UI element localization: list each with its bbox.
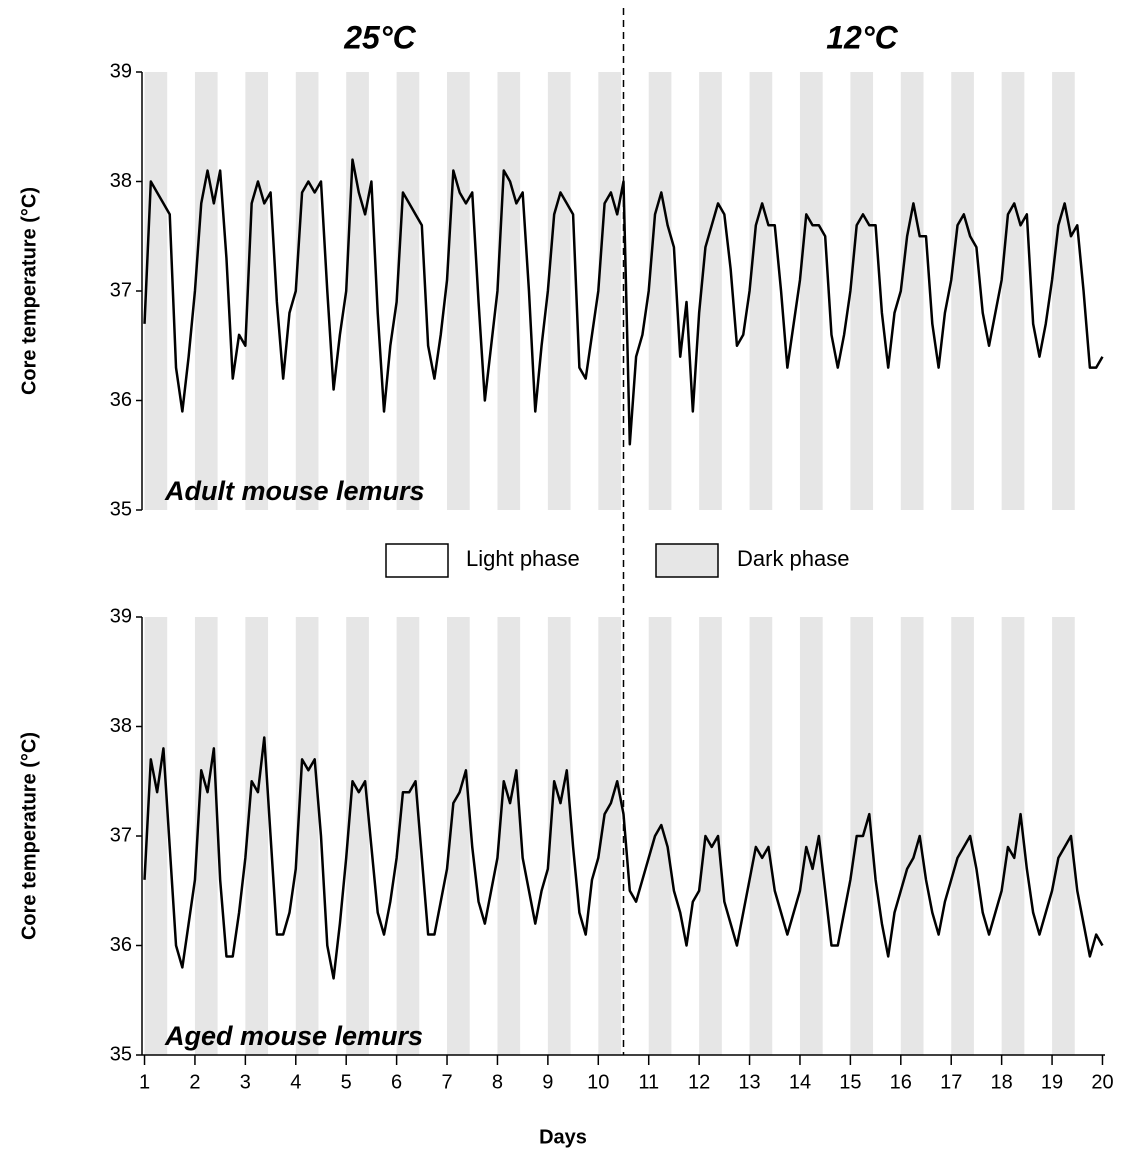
dark-phase-band (346, 617, 369, 1055)
y-tick-label: 39 (110, 605, 132, 627)
dark-phase-band (1052, 72, 1075, 510)
x-tick-label: 6 (391, 1071, 402, 1093)
y-tick-label: 39 (110, 60, 132, 82)
dark-phase-band (497, 72, 521, 510)
dark-phase-band (144, 617, 168, 1055)
legend-label: Light phase (466, 546, 580, 571)
x-tick-label: 19 (1041, 1071, 1063, 1093)
x-tick-label: 4 (290, 1071, 301, 1093)
dark-phase-band (396, 72, 420, 510)
dark-phase-band (951, 72, 974, 510)
y-axis-label: Core temperature (°C) (18, 732, 40, 940)
x-tick-label: 9 (542, 1071, 553, 1093)
dark-phase-band (447, 72, 470, 510)
x-axis-label: Days (539, 1126, 587, 1148)
dark-phase-band (648, 617, 672, 1055)
legend-label: Dark phase (737, 546, 850, 571)
x-tick-label: 20 (1091, 1071, 1113, 1093)
y-tick-label: 38 (110, 715, 132, 737)
y-tick-label: 35 (110, 1043, 132, 1065)
legend-swatch (385, 543, 449, 578)
panel-label: Aged mouse lemurs (164, 1021, 423, 1051)
condition-label: 12°C (826, 19, 898, 55)
x-tick-label: 7 (441, 1071, 452, 1093)
y-tick-label: 37 (110, 279, 132, 301)
legend-swatch (655, 543, 719, 578)
dark-phase-band (598, 617, 621, 1055)
dark-phase-band (900, 617, 924, 1055)
x-tick-label: 10 (587, 1071, 609, 1093)
dark-phase-band (900, 72, 924, 510)
dark-phase-band (799, 617, 823, 1055)
condition-label: 25°C (343, 19, 416, 55)
dark-phase-band (850, 72, 874, 510)
dark-phase-band (295, 617, 319, 1055)
x-tick-label: 8 (492, 1071, 503, 1093)
dark-phase-band (1001, 617, 1025, 1055)
dark-phase-band (598, 72, 621, 510)
dark-phase-band (447, 617, 470, 1055)
y-tick-label: 37 (110, 824, 132, 846)
dark-phase-band (194, 617, 218, 1055)
x-tick-label: 16 (890, 1071, 912, 1093)
x-tick-label: 13 (738, 1071, 760, 1093)
dark-phase-band (295, 72, 319, 510)
x-tick-label: 14 (789, 1071, 811, 1093)
panel-label: Adult mouse lemurs (164, 476, 425, 506)
x-tick-label: 11 (638, 1071, 659, 1093)
dark-phase-band (699, 617, 722, 1055)
x-tick-label: 18 (991, 1071, 1013, 1093)
y-tick-label: 38 (110, 170, 132, 192)
dark-phase-band (396, 617, 420, 1055)
dark-phase-band (749, 72, 773, 510)
dark-phase-band (951, 617, 974, 1055)
dark-phase-band (245, 72, 269, 510)
x-tick-label: 1 (139, 1071, 150, 1093)
dark-phase-band (799, 72, 823, 510)
dark-phase-band (749, 617, 773, 1055)
x-tick-label: 17 (940, 1071, 962, 1093)
dark-phase-band (699, 72, 722, 510)
y-tick-label: 36 (110, 934, 132, 956)
x-tick-label: 12 (688, 1071, 710, 1093)
dark-phase-band (346, 72, 369, 510)
x-tick-label: 5 (341, 1071, 352, 1093)
dark-phase-band (648, 72, 672, 510)
dark-phase-band (1052, 617, 1075, 1055)
y-tick-label: 35 (110, 498, 132, 520)
x-tick-label: 2 (189, 1071, 200, 1093)
y-tick-label: 36 (110, 389, 132, 411)
dark-phase-band (547, 72, 571, 510)
y-axis-label: Core temperature (°C) (18, 187, 40, 395)
dark-phase-band (497, 617, 521, 1055)
x-tick-label: 3 (240, 1071, 251, 1093)
dark-phase-band (547, 617, 571, 1055)
dark-phase-band (194, 72, 218, 510)
dark-phase-band (144, 72, 168, 510)
dark-phase-band (245, 617, 269, 1055)
dark-phase-band (1001, 72, 1025, 510)
x-tick-label: 15 (839, 1071, 861, 1093)
